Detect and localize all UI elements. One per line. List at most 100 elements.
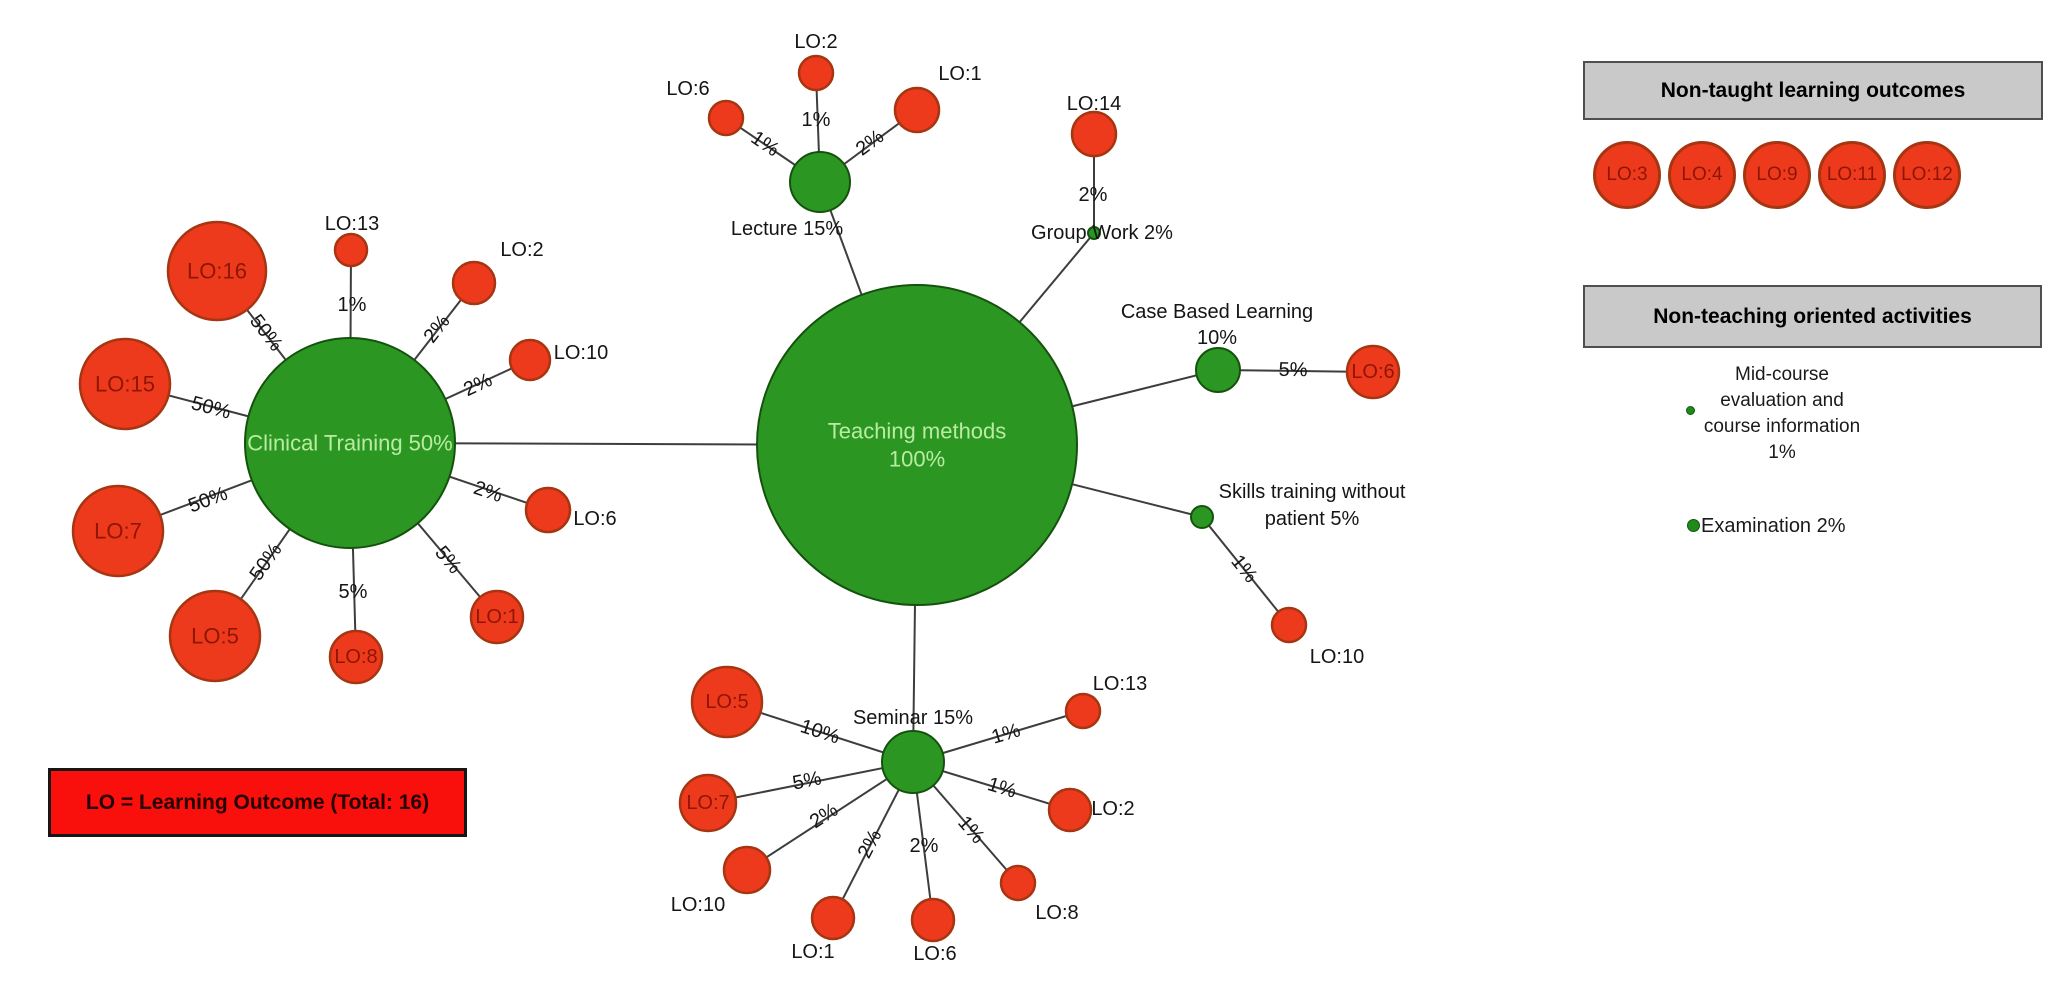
lo-node-clinical-lo-10 xyxy=(508,338,552,382)
lo-label-seminar-lo-7: LO:7 xyxy=(686,792,729,814)
lo-label-skills-lo-10: LO:10 xyxy=(1310,646,1364,668)
hub-node-group xyxy=(1087,226,1101,240)
edge-percent-label: 5% xyxy=(791,767,824,794)
hub-label-skills: Skills training without xyxy=(1219,481,1406,503)
lo-label-seminar-lo-5: LO:5 xyxy=(705,691,748,713)
edge-percent-label: 5% xyxy=(1278,359,1307,381)
edge-percent-label: 50% xyxy=(245,310,287,355)
hub-label-skills: patient 5% xyxy=(1265,508,1360,530)
non-taught-header: Non-taught learning outcomes xyxy=(1583,61,2043,120)
hub-node-teaching xyxy=(756,284,1078,606)
lo-node-clinical-lo-2 xyxy=(451,260,497,306)
hub-node-skills xyxy=(1190,505,1214,529)
lo-label-seminar-lo-6: LO:6 xyxy=(913,943,956,965)
lo-label-seminar-lo-8: LO:8 xyxy=(1035,902,1078,924)
lo-node-group-lo-14 xyxy=(1070,110,1118,158)
lo-label-seminar-lo-13: LO:13 xyxy=(1093,673,1147,695)
hub-label-case: Case Based Learning xyxy=(1121,301,1313,323)
non-taught-circles-row: LO:3 LO:4 LO:9 LO:11 LO:12 xyxy=(1593,141,1961,209)
examination-dot-icon xyxy=(1687,519,1700,532)
edge-percent-label: 50% xyxy=(246,539,287,585)
non-taught-lo-node-lo-11: LO:11 xyxy=(1818,141,1886,209)
hub-label-lecture: Lecture 15% xyxy=(731,218,844,240)
edge-percent-label: 1% xyxy=(989,719,1023,748)
edge-percent-label: 50% xyxy=(189,392,234,423)
non-taught-title: Non-taught learning outcomes xyxy=(1660,78,1966,102)
non-teaching-title: Non-teaching oriented activities xyxy=(1653,304,1972,328)
lo-label-clinical-lo-15: LO:15 xyxy=(95,372,155,397)
lo-node-seminar-lo-1 xyxy=(810,895,856,941)
lo-label-group-lo-14: LO:14 xyxy=(1067,93,1121,115)
hub-node-seminar xyxy=(881,730,945,794)
edge-percent-label: 10% xyxy=(798,715,843,748)
lo-label-clinical-lo-6: LO:6 xyxy=(573,508,616,530)
lo-label-seminar-lo-1: LO:1 xyxy=(791,941,834,963)
lo-node-seminar-lo-8 xyxy=(999,864,1037,902)
non-taught-lo-node-lo-4: LO:4 xyxy=(1668,141,1736,209)
edge-seminar-lo-10 xyxy=(746,761,914,871)
edge-percent-label: 5% xyxy=(339,581,368,603)
lo-label-clinical-lo-10: LO:10 xyxy=(554,342,608,364)
non-taught-lo-node-lo-12: LO:12 xyxy=(1893,141,1961,209)
activity-examination-label: Examination 2% xyxy=(1701,515,1846,537)
lo-node-clinical-lo-8 xyxy=(328,629,384,685)
midcourse-dot-icon xyxy=(1686,406,1695,415)
lo-label-clinical-lo-7: LO:7 xyxy=(94,519,142,544)
lo-node-clinical-lo-5 xyxy=(168,589,262,683)
lo-label-seminar-lo-2: LO:2 xyxy=(1091,798,1134,820)
lo-label-clinical-lo-5: LO:5 xyxy=(191,624,239,649)
lo-label-lecture-lo-6: LO:6 xyxy=(666,78,709,100)
hub-label-group: Group Work 2% xyxy=(1031,222,1173,244)
hub-label-seminar: Seminar 15% xyxy=(853,707,973,729)
lo-node-skills-lo-10 xyxy=(1270,606,1308,644)
hub-label-clinical: Clinical Training 50% xyxy=(247,431,452,456)
edge-percent-label: 1% xyxy=(802,109,831,131)
lo-node-clinical-lo-1 xyxy=(469,589,525,645)
lo-node-clinical-lo-16 xyxy=(166,220,268,322)
lo-label-case-lo-6: LO:6 xyxy=(1351,361,1394,383)
lo-node-lecture-lo-1 xyxy=(893,86,941,134)
lo-node-seminar-lo-13 xyxy=(1064,692,1102,730)
lo-node-lecture-lo-2 xyxy=(797,54,835,92)
lo-label-seminar-lo-10: LO:10 xyxy=(671,894,725,916)
hub-node-clinical xyxy=(244,337,456,549)
lo-node-seminar-lo-10 xyxy=(722,845,772,895)
lo-node-clinical-lo-15 xyxy=(78,337,172,431)
lo-node-clinical-lo-7 xyxy=(71,484,165,578)
edge-percent-label: 2% xyxy=(910,835,939,857)
hub-node-case xyxy=(1195,347,1241,393)
activity-midcourse-label: Mid-course evaluation and course informa… xyxy=(1703,364,1861,463)
edge-skills-lo-10 xyxy=(1201,516,1290,626)
lo-label-lecture-lo-1: LO:1 xyxy=(938,63,981,85)
legend-box: LO = Learning Outcome (Total: 16) xyxy=(48,768,467,837)
lo-node-clinical-lo-6 xyxy=(524,486,572,534)
hub-label-case: 10% xyxy=(1197,327,1237,349)
edge-percent-label: 1% xyxy=(1226,551,1261,587)
lo-node-case-lo-6 xyxy=(1345,344,1401,400)
non-taught-lo-node-lo-3: LO:3 xyxy=(1593,141,1661,209)
edge-seminar-lo-7 xyxy=(707,761,914,804)
lo-node-seminar-lo-6 xyxy=(910,897,956,943)
lo-node-seminar-lo-5 xyxy=(690,665,764,739)
edge-percent-label: 50% xyxy=(185,483,230,518)
lo-node-seminar-lo-7 xyxy=(678,773,738,833)
hub-node-lecture xyxy=(789,151,851,213)
lo-label-clinical-lo-2: LO:2 xyxy=(500,239,543,261)
lo-node-clinical-lo-13 xyxy=(333,232,369,268)
lo-label-clinical-lo-1: LO:1 xyxy=(475,606,518,628)
edge-percent-label: 1% xyxy=(338,294,367,316)
lo-label-clinical-lo-16: LO:16 xyxy=(187,259,247,284)
edge-percent-label: 2% xyxy=(460,369,496,401)
lo-label-lecture-lo-2: LO:2 xyxy=(794,31,837,53)
edge-percent-label: 1% xyxy=(747,127,783,162)
non-teaching-header: Non-teaching oriented activities xyxy=(1583,285,2042,348)
edge-percent-label: 1% xyxy=(985,773,1019,803)
lo-label-clinical-lo-8: LO:8 xyxy=(334,646,377,668)
lo-node-seminar-lo-2 xyxy=(1047,787,1093,833)
non-taught-lo-node-lo-9: LO:9 xyxy=(1743,141,1811,209)
edge-percent-label: 2% xyxy=(1079,184,1108,206)
edge-percent-label: 2% xyxy=(854,826,887,862)
hub-label-teaching: Teaching methods xyxy=(828,419,1007,444)
